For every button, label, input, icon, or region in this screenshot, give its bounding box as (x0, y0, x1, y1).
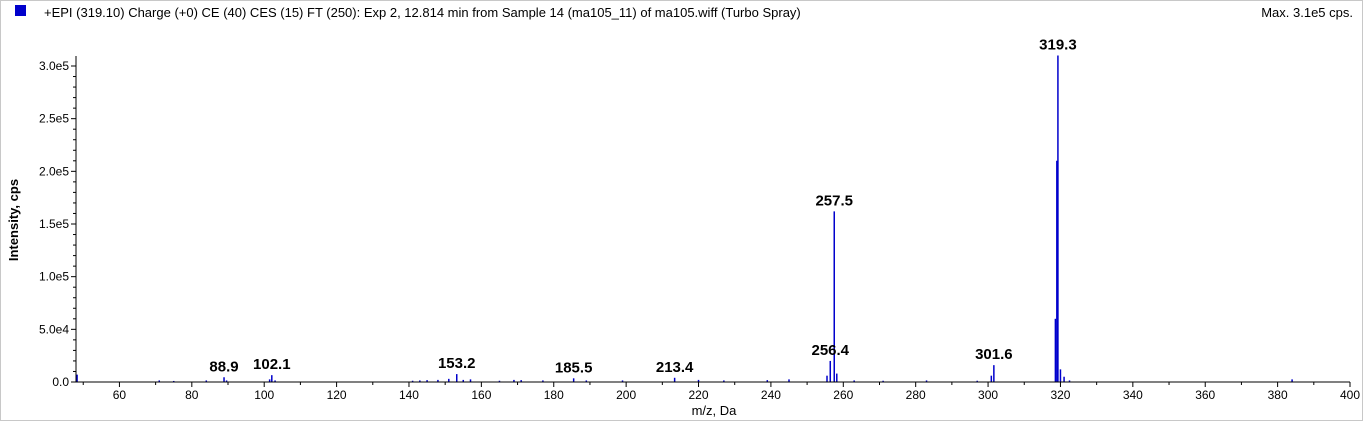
peak-label: 213.4 (656, 359, 694, 376)
x-tick-label: 300 (978, 388, 998, 402)
x-tick-label: 60 (113, 388, 127, 402)
x-axis-label: m/z, Da (692, 403, 738, 418)
peak-label: 319.3 (1039, 36, 1077, 53)
y-tick-label: 2.0e5 (39, 164, 69, 178)
peak-label: 102.1 (253, 356, 291, 373)
y-tick-label: 1.5e5 (39, 217, 69, 231)
x-tick-label: 240 (761, 388, 781, 402)
x-tick-label: 200 (616, 388, 636, 402)
peaks-layer (76, 55, 1293, 382)
x-tick-label: 260 (833, 388, 853, 402)
y-axis-label: Intensity, cps (6, 179, 21, 261)
x-tick-label: 280 (906, 388, 926, 402)
x-tick-label: 100 (254, 388, 274, 402)
x-tick-label: 160 (471, 388, 491, 402)
x-tick-label: 120 (327, 388, 347, 402)
peak-label: 301.6 (975, 346, 1013, 363)
x-tick-label: 340 (1123, 388, 1143, 402)
legend-marker (15, 5, 26, 16)
x-tick-label: 360 (1195, 388, 1215, 402)
max-intensity-label: Max. 3.1e5 cps. (1261, 5, 1353, 20)
x-tick-label: 400 (1340, 388, 1360, 402)
axes-layer: 60 80 100 120 140 160 180 200 220 240 260 280 300 320… (39, 56, 1360, 402)
y-tick-label: 2.5e5 (39, 112, 69, 126)
x-tick-label: 320 (1050, 388, 1070, 402)
peak-label: 185.5 (555, 359, 593, 376)
x-tick-label: 220 (689, 388, 709, 402)
peak-label: 256.4 (811, 342, 849, 359)
y-tick-label: 3.0e5 (39, 59, 69, 73)
peak-label: 257.5 (815, 192, 853, 209)
labels-layer: 88.9 102.1 153.2 185.5 213.4 256.4 257.5 301.6 3… (209, 36, 1076, 376)
peak-label: 153.2 (438, 355, 476, 372)
peak-label: 88.9 (209, 358, 238, 375)
y-tick-label: 1.0e5 (39, 270, 69, 284)
y-tick-label: 0.0 (52, 375, 69, 389)
x-tick-label: 180 (544, 388, 564, 402)
x-tick-label: 80 (185, 388, 199, 402)
y-tick-label: 5.0e4 (39, 322, 69, 336)
x-tick-label: 380 (1268, 388, 1288, 402)
spectrum-title: +EPI (319.10) Charge (+0) CE (40) CES (1… (44, 5, 801, 20)
x-tick-label: 140 (399, 388, 419, 402)
